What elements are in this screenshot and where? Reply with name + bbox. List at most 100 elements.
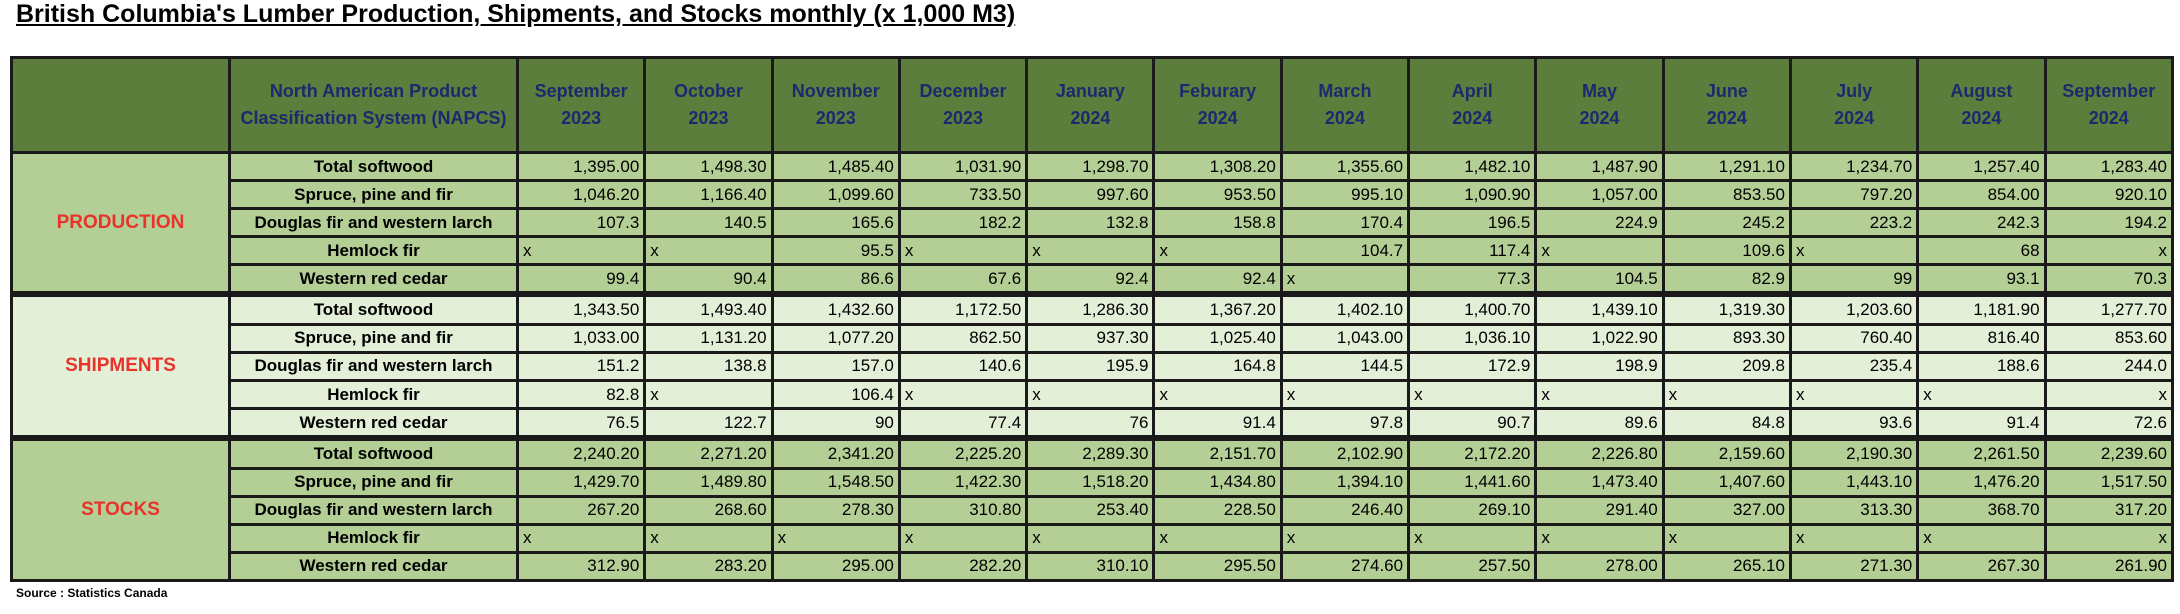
- value-cell: 209.8: [1664, 353, 1789, 379]
- value-cell: 1,077.20: [773, 325, 898, 351]
- value-cell: 1,473.40: [1537, 469, 1662, 495]
- value-cell: 733.50: [900, 182, 1026, 208]
- value-cell: 1,025.40: [1155, 325, 1280, 351]
- value-cell: 920.10: [2046, 182, 2171, 208]
- value-cell: 816.40: [1919, 325, 2044, 351]
- value-cell: 93.1: [1919, 266, 2044, 292]
- value-cell: 1,518.20: [1028, 469, 1153, 495]
- table-row: Western red cedar 312.90 283.20 295.00 282.2…: [13, 553, 2171, 579]
- value-cell: x: [1410, 525, 1535, 551]
- value-cell: 117.4: [1410, 238, 1535, 264]
- value-cell: 2,225.20: [900, 438, 1026, 467]
- value-cell: 76.5: [519, 410, 644, 436]
- header-month-year: 2023: [561, 108, 602, 128]
- value-cell: 312.90: [519, 553, 644, 579]
- value-cell: 2,271.20: [646, 438, 771, 467]
- value-cell: 1,031.90: [900, 154, 1026, 180]
- row-label: Spruce, pine and fir: [231, 325, 516, 351]
- row-label: Western red cedar: [231, 553, 516, 579]
- value-cell: 194.2: [2046, 210, 2171, 236]
- value-cell: 1,482.10: [1410, 154, 1535, 180]
- table-row: Spruce, pine and fir 1,429.70 1,489.80 1,54…: [13, 469, 2171, 495]
- value-cell: x: [1282, 382, 1408, 408]
- value-cell: 1,517.50: [2046, 469, 2171, 495]
- value-cell: 140.6: [900, 353, 1026, 379]
- value-cell: 854.00: [1919, 182, 2044, 208]
- table-row: Spruce, pine and fir 1,046.20 1,166.40 1,09…: [13, 182, 2171, 208]
- row-label: Western red cedar: [231, 266, 516, 292]
- value-cell: 1,234.70: [1791, 154, 1917, 180]
- row-label: Hemlock fir: [231, 525, 516, 551]
- value-cell: 182.2: [900, 210, 1026, 236]
- value-cell: 90.7: [1410, 410, 1535, 436]
- value-cell: 92.4: [1155, 266, 1280, 292]
- value-cell: 109.6: [1664, 238, 1789, 264]
- value-cell: 1,439.10: [1537, 294, 1662, 323]
- value-cell: 368.70: [1919, 497, 2044, 523]
- value-cell: x: [1791, 382, 1917, 408]
- header-month-year: 2024: [1706, 108, 1747, 128]
- header-month: May 2024: [1537, 59, 1662, 151]
- value-cell: 67.6: [900, 266, 1026, 292]
- value-cell: 317.20: [2046, 497, 2171, 523]
- value-cell: 90.4: [646, 266, 771, 292]
- header-month-year: 2023: [688, 108, 729, 128]
- table-row: Douglas fir and western larch 267.20 268.6…: [13, 497, 2171, 523]
- value-cell: x: [1919, 525, 2044, 551]
- value-cell: 295.00: [773, 553, 898, 579]
- value-cell: 1,434.80: [1155, 469, 1280, 495]
- value-cell: 151.2: [519, 353, 644, 379]
- value-cell: 82.8: [519, 382, 644, 408]
- header-corner-cell: [13, 59, 228, 151]
- value-cell: 2,102.90: [1282, 438, 1408, 467]
- header-napcs: North American Product Classification Sy…: [231, 59, 516, 151]
- value-cell: 1,203.60: [1791, 294, 1917, 323]
- section-label: STOCKS: [13, 438, 228, 579]
- value-cell: 1,286.30: [1028, 294, 1153, 323]
- value-cell: 853.50: [1664, 182, 1789, 208]
- lumber-table-container: North American Product Classification Sy…: [10, 56, 2174, 582]
- value-cell: 261.90: [2046, 553, 2171, 579]
- value-cell: 244.0: [2046, 353, 2171, 379]
- value-cell: 853.60: [2046, 325, 2171, 351]
- value-cell: 2,261.50: [1919, 438, 2044, 467]
- row-label: Douglas fir and western larch: [231, 210, 516, 236]
- value-cell: 91.4: [1919, 410, 2044, 436]
- row-label: Douglas fir and western larch: [231, 353, 516, 379]
- value-cell: 2,151.70: [1155, 438, 1280, 467]
- lumber-table: North American Product Classification Sy…: [10, 56, 2174, 582]
- value-cell: 1,181.90: [1919, 294, 2044, 323]
- row-label: Douglas fir and western larch: [231, 497, 516, 523]
- value-cell: 99: [1791, 266, 1917, 292]
- header-month: June 2024: [1664, 59, 1789, 151]
- value-cell: x: [900, 525, 1026, 551]
- value-cell: 1,131.20: [646, 325, 771, 351]
- value-cell: 157.0: [773, 353, 898, 379]
- value-cell: 2,226.80: [1537, 438, 1662, 467]
- value-cell: x: [646, 238, 771, 264]
- value-cell: 310.80: [900, 497, 1026, 523]
- row-label: Spruce, pine and fir: [231, 182, 516, 208]
- table-body: PRODUCTION Total softwood 1,395.00 1,498.30…: [13, 154, 2171, 579]
- value-cell: x: [1155, 525, 1280, 551]
- value-cell: x: [773, 525, 898, 551]
- value-cell: 106.4: [773, 382, 898, 408]
- value-cell: 1,277.70: [2046, 294, 2171, 323]
- value-cell: 2,240.20: [519, 438, 644, 467]
- value-cell: 164.8: [1155, 353, 1280, 379]
- value-cell: 267.30: [1919, 553, 2044, 579]
- header-month: January 2024: [1028, 59, 1153, 151]
- value-cell: 267.20: [519, 497, 644, 523]
- value-cell: 77.4: [900, 410, 1026, 436]
- value-cell: 2,341.20: [773, 438, 898, 467]
- value-cell: 1,489.80: [646, 469, 771, 495]
- header-month-name: Feburary: [1179, 81, 1257, 101]
- value-cell: 265.10: [1664, 553, 1789, 579]
- table-row: Douglas fir and western larch 107.3 140.5 1…: [13, 210, 2171, 236]
- value-cell: 274.60: [1282, 553, 1408, 579]
- header-month: October 2023: [646, 59, 771, 151]
- header-month-year: 2024: [1834, 108, 1875, 128]
- header-month-year: 2024: [1324, 108, 1365, 128]
- header-month: Feburary 2024: [1155, 59, 1280, 151]
- table-row: Spruce, pine and fir 1,033.00 1,131.20 1,07…: [13, 325, 2171, 351]
